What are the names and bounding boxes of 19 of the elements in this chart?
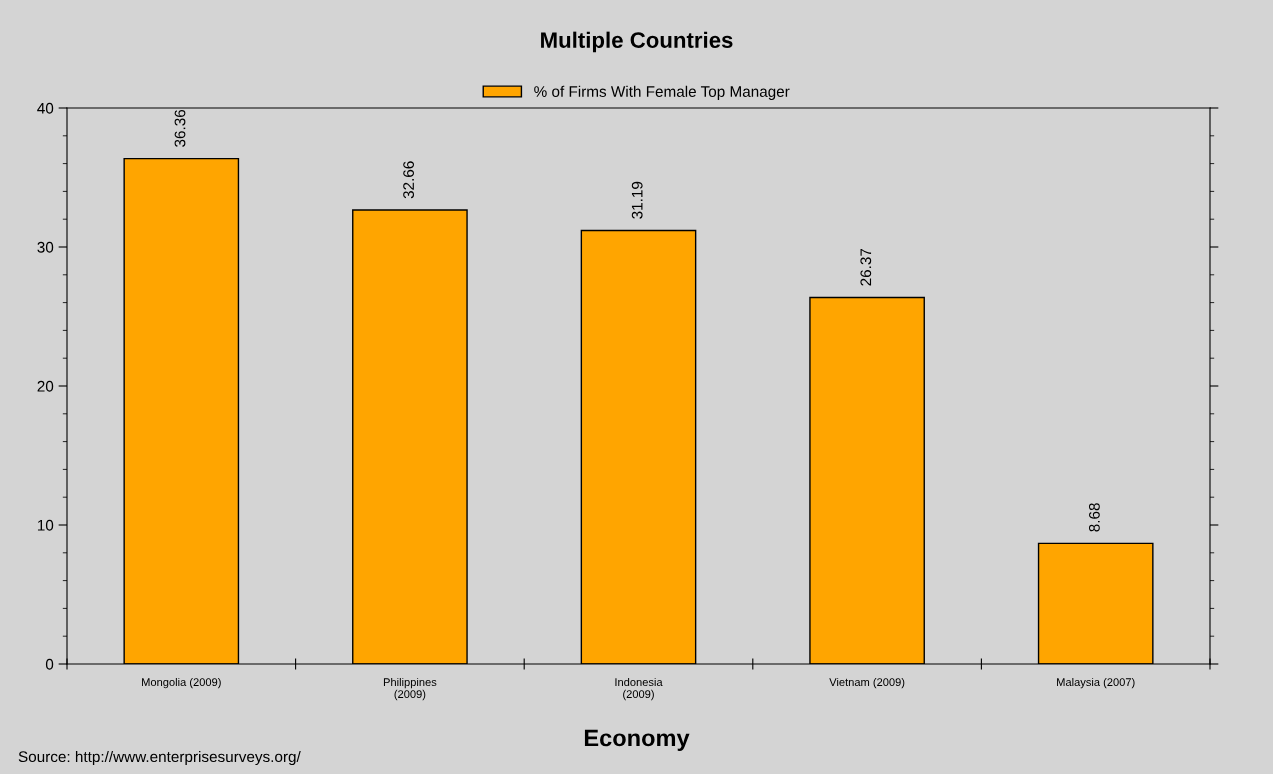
data-label: 8.68 — [1088, 503, 1100, 532]
legend-label: % of Firms With Female Top Manager — [534, 85, 790, 100]
data-label: 31.19 — [631, 181, 643, 219]
x-tick-label: Philippines (2009) — [383, 677, 437, 701]
y-tick-label: 0 — [45, 658, 54, 670]
x-tick-label: Malaysia (2007) — [1057, 677, 1135, 689]
data-label: 36.36 — [174, 109, 186, 147]
x-tick-label: Mongolia (2009) — [142, 677, 221, 689]
y-tick-label: 20 — [37, 380, 54, 392]
x-axis-title: Economy — [584, 729, 690, 752]
data-label: 32.66 — [403, 161, 414, 199]
x-tick-label: Vietnam (2009) — [829, 677, 905, 689]
x-tick-label: Indonesia (2009) — [615, 677, 663, 701]
chart-title: Multiple Countries — [541, 31, 733, 53]
data-label: 26.37 — [860, 248, 872, 286]
y-tick-label: 40 — [37, 102, 54, 114]
y-tick-label: 30 — [37, 241, 54, 253]
source-note: Source: http://www.enterprisesurveys.org/ — [18, 750, 301, 766]
y-tick-label: 10 — [37, 519, 54, 531]
